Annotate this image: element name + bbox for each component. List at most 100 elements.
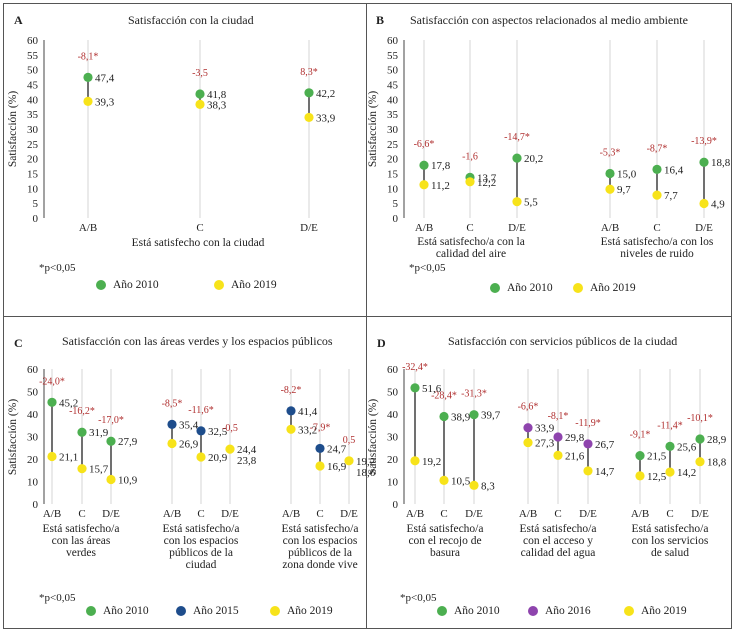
panel-a-ytick-label: 20 <box>27 154 39 166</box>
panel-d-difference-label: -31,3* <box>461 389 487 400</box>
panel-b-category-label: D/E <box>695 222 713 234</box>
panel-b-ytick-label: 45 <box>387 80 399 92</box>
panel-b-point-año-2019 <box>512 197 522 207</box>
panel-d-data-label: 10,5 <box>451 475 471 487</box>
panel-d-point-año-2010 <box>439 411 449 422</box>
panel-c-point-año-2019 <box>286 424 296 434</box>
panel-c-data-label: 15,7 <box>89 464 109 476</box>
panel-d-data-label: 26,7 <box>595 439 615 451</box>
panel-c-data-label: 35,4 <box>179 419 199 431</box>
panel-a-ytick-label: 60 <box>27 35 39 47</box>
panel-b-ytick-label: 40 <box>387 94 399 106</box>
panel-d-group-label: con el recojo de <box>408 535 481 547</box>
panel-b-point-año-2019 <box>699 198 709 209</box>
panel-c-category-label: D/E <box>221 508 239 520</box>
panel-a-category-label: A/B <box>79 222 97 234</box>
panel-c-group-label: con los espacios <box>283 535 358 547</box>
panel-b-difference-label: -1,6 <box>462 151 478 162</box>
panel-d-data-label: 39,7 <box>481 410 501 422</box>
panel-c-point-año-2019 <box>315 461 325 471</box>
panel-c-category-label: D/E <box>102 508 120 520</box>
panel-b-ytick-label: 0 <box>393 213 399 225</box>
panel-a-point-año-2010 <box>195 89 205 99</box>
panel-d-data-label: 14,7 <box>595 466 615 478</box>
panel-c-data-label: 33,2 <box>298 424 317 436</box>
panel-d-difference-label: -28,4* <box>431 390 457 401</box>
panel-c-data-label: 23,8 <box>237 455 257 467</box>
panel-c-ytick-label: 10 <box>27 477 39 489</box>
panel-c-category-label: A/B <box>43 508 61 520</box>
panel-d-point-año-2010 <box>635 451 645 461</box>
panel-a-ytick-label: 5 <box>33 198 39 210</box>
legend-dot <box>96 280 106 290</box>
panel-c-difference-label: -7,9* <box>310 422 331 433</box>
panel-b-ytick-label: 60 <box>387 35 399 47</box>
panel-c-footnote: *p<0,05 <box>39 592 76 604</box>
panel-b-group-label: calidad del aire <box>436 248 506 260</box>
panel-a-difference-label: 8,3* <box>300 67 318 78</box>
panel-a-ytick-label: 25 <box>27 139 39 151</box>
panel-b-data-label: 18,8 <box>711 157 731 169</box>
panel-c-group-label: públicos de la <box>288 547 352 559</box>
panel-d-data-label: 18,8 <box>707 457 727 469</box>
panel-c-difference-label: -8,5* <box>162 398 183 409</box>
panel-c-point-año-2015 <box>167 419 177 429</box>
panel-b-ytick-label: 20 <box>387 154 399 166</box>
panel-a-ytick-label: 50 <box>27 65 39 77</box>
panel-d-point-año-2019 <box>469 480 479 490</box>
panel-d-data-label: 12,5 <box>647 471 667 483</box>
legend-d-2010: Año 2010 <box>437 605 500 617</box>
legend-dot <box>437 606 447 616</box>
panel-a-data-label: 33,9 <box>316 112 336 124</box>
panel-c-category-label: C <box>78 508 85 520</box>
panel-d-data-label: 33,9 <box>535 423 555 435</box>
panel-c-point-año-2019 <box>167 438 177 449</box>
panel-d-category-label: D/E <box>691 508 709 520</box>
panel-c-point-año-2015 <box>315 443 325 454</box>
panel-b-group-label: Está satisfecho/a con los <box>601 236 714 248</box>
panel-d-ytick-label: 20 <box>387 454 399 466</box>
panel-c-ytick-label: 0 <box>33 499 39 511</box>
legend-dot <box>573 283 583 293</box>
panel-a-data-label: 41,8 <box>207 89 227 101</box>
panel-a-title: Satisfacción con la ciudad <box>128 13 254 27</box>
panel-c-point-año-2010 <box>106 436 116 446</box>
panel-a-data-label: 38,3 <box>207 99 227 111</box>
panel-d-point-año-2019 <box>665 467 675 477</box>
panel-c-ytick-label: 50 <box>27 387 39 399</box>
panel-c-ytick-label: 30 <box>27 432 39 444</box>
legend-dot <box>624 606 634 616</box>
panel-d-group-label: con el acceso y <box>523 535 593 547</box>
panel-c-point-año-2019 <box>225 444 235 454</box>
panel-b-data-label: 15,0 <box>617 169 637 181</box>
panel-d-footnote: *p<0,05 <box>400 592 437 604</box>
panel-d-point-año-2016 <box>523 423 533 433</box>
panel-b-footnote: *p<0,05 <box>409 262 446 274</box>
panel-a-letter: A <box>14 13 23 27</box>
panel-b-point-año-2019 <box>465 177 475 187</box>
panel-a-ylabel: Satisfacción (%) <box>7 91 19 167</box>
panel-c-difference-label: -24,0* <box>39 376 65 387</box>
panel-a-ytick-label: 35 <box>27 109 39 121</box>
legend-dot <box>86 606 96 616</box>
panel-b-data-label: 4,9 <box>711 198 725 210</box>
legend-b-2019: Año 2019 <box>573 282 636 294</box>
panel-c-point-año-2019 <box>344 456 354 466</box>
panel-d-data-label: 8,3 <box>481 480 495 492</box>
panel-c-category-label: A/B <box>163 508 181 520</box>
panel-c-group-label: zona donde vive <box>282 559 357 571</box>
panel-d-category-label: C <box>554 508 561 520</box>
panel-d-ytick-label: 50 <box>387 387 399 399</box>
legend-dot <box>528 606 538 616</box>
panel-divider-horizontal <box>3 316 732 317</box>
panel-d-point-año-2019 <box>439 475 449 485</box>
panel-b-title: Satisfacción con aspectos relacionados a… <box>410 13 688 27</box>
panel-b-point-año-2010 <box>419 160 429 170</box>
panel-d-point-año-2019 <box>410 456 420 466</box>
legend-c-2015: Año 2015 <box>176 605 239 617</box>
panel-b-data-label: 5,5 <box>524 197 538 209</box>
panel-d-point-año-2019 <box>583 466 593 476</box>
panel-b-point-año-2010 <box>512 153 522 163</box>
panel-c-data-label: 41,4 <box>298 406 318 418</box>
panel-a-point-año-2019 <box>83 96 93 107</box>
